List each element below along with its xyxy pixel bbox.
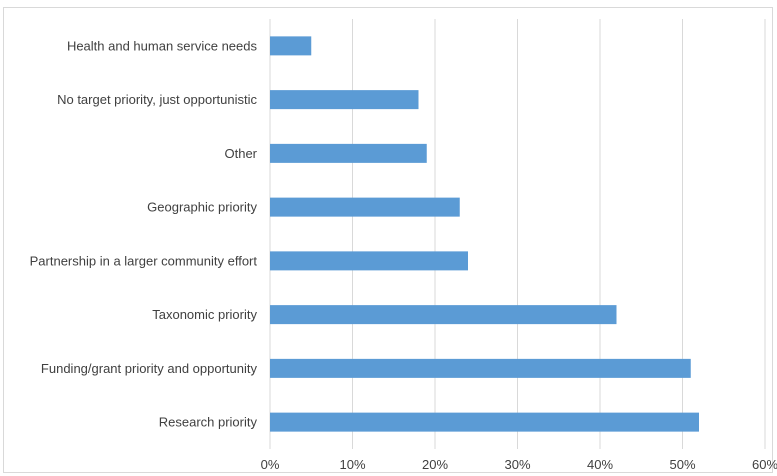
category-label-5: Taxonomic priority xyxy=(152,307,257,322)
category-labels: Health and human service needs No target … xyxy=(30,38,258,429)
bar-6 xyxy=(270,358,691,378)
chart-frame xyxy=(3,7,773,473)
x-tick-label-20: 20% xyxy=(422,457,448,472)
category-label-6: Funding/grant priority and opportunity xyxy=(41,361,258,376)
bar-1 xyxy=(270,90,419,110)
x-tick-label-60: 60% xyxy=(752,457,777,472)
bar-7 xyxy=(270,412,699,432)
category-label-4: Partnership in a larger community effort xyxy=(30,253,258,268)
x-tick-label-50: 50% xyxy=(669,457,695,472)
x-tick-label-30: 30% xyxy=(504,457,530,472)
x-tick-label-0: 0% xyxy=(261,457,280,472)
category-label-7: Research priority xyxy=(159,415,258,430)
bar-5 xyxy=(270,305,617,325)
category-label-1: No target priority, just opportunistic xyxy=(57,92,257,107)
bars xyxy=(270,36,699,432)
bar-3 xyxy=(270,197,460,217)
category-label-3: Geographic priority xyxy=(147,200,257,215)
x-tick-label-10: 10% xyxy=(339,457,365,472)
x-tick-label-40: 40% xyxy=(587,457,613,472)
bar-0 xyxy=(270,36,312,56)
gridlines xyxy=(269,19,766,449)
category-label-2: Other xyxy=(224,146,257,161)
x-axis-ticks: 0% 10% 20% 30% 40% 50% 60% xyxy=(261,457,777,472)
bar-4 xyxy=(270,251,468,271)
bar-2 xyxy=(270,143,427,163)
category-label-0: Health and human service needs xyxy=(67,38,258,53)
